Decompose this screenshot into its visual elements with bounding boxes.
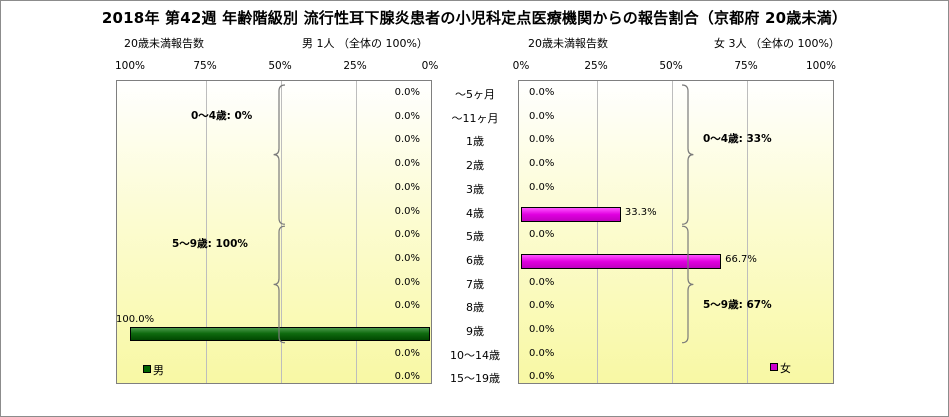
male-brace-5-9 bbox=[273, 225, 286, 344]
male-group-5-9-label: 5～9歳: 100% bbox=[172, 238, 248, 250]
age-category-label: 4歳 bbox=[466, 206, 484, 220]
chart-title: 2018年 第42週 年齢階級別 流行性耳下腺炎患者の小児科定点医療機関からの報… bbox=[101, 9, 848, 27]
female-legend: 女 bbox=[770, 360, 791, 376]
female-plot-area bbox=[518, 80, 834, 384]
female-tick-label: 25% bbox=[584, 60, 608, 72]
male-tick-label: 0% bbox=[421, 60, 439, 72]
age-category-label: 7歳 bbox=[466, 277, 484, 291]
female-group-5-9-label: 5～9歳: 67% bbox=[703, 299, 772, 311]
male-value-label: 0.0% bbox=[394, 87, 420, 98]
female-tick-label: 75% bbox=[734, 60, 758, 72]
male-value-label: 0.0% bbox=[394, 300, 420, 312]
female-brace-0-4 bbox=[681, 84, 694, 225]
female-gridline bbox=[672, 81, 673, 383]
female-value-label: 0.0% bbox=[529, 371, 555, 383]
male-value-label: 0.0% bbox=[394, 276, 420, 288]
female-tick-label: 100% bbox=[805, 60, 837, 72]
male-header-total: 男 1人 （全体の 100%） bbox=[302, 37, 428, 50]
male-legend: 男 bbox=[143, 362, 164, 378]
male-value-label: 0.0% bbox=[394, 205, 420, 217]
female-value-label: 0.0% bbox=[529, 276, 555, 288]
female-value-label: 0.0% bbox=[529, 181, 555, 193]
male-value-label: 0.0% bbox=[394, 158, 420, 170]
age-category-label: 5歳 bbox=[466, 230, 484, 244]
female-value-label: 66.7% bbox=[725, 253, 757, 265]
male-value-label: 0.0% bbox=[394, 134, 420, 146]
age-category-label: ～11ヶ月 bbox=[451, 111, 499, 125]
male-gridline bbox=[356, 81, 357, 383]
female-value-label: 0.0% bbox=[529, 110, 555, 122]
female-gridline bbox=[597, 81, 598, 383]
female-bar bbox=[521, 253, 722, 269]
male-value-label: 0.0% bbox=[394, 371, 420, 383]
age-category-label: 15～19歳 bbox=[450, 372, 500, 386]
male-header-count: 20歳未満報告数 bbox=[124, 37, 204, 50]
male-value-label: 0.0% bbox=[394, 229, 420, 241]
male-value-label: 0.0% bbox=[394, 347, 420, 359]
male-gridline bbox=[281, 81, 282, 383]
female-bar bbox=[521, 206, 621, 222]
male-group-0-4-label: 0～4歳: 0% bbox=[191, 110, 253, 122]
age-category-label: 6歳 bbox=[466, 253, 484, 267]
male-value-label: 0.0% bbox=[394, 181, 420, 193]
age-category-label: 2歳 bbox=[466, 159, 484, 173]
female-tick-label: 50% bbox=[659, 60, 683, 72]
female-value-label: 0.0% bbox=[529, 158, 555, 170]
age-category-label: 10～14歳 bbox=[450, 348, 500, 362]
female-value-label: 0.0% bbox=[529, 134, 555, 146]
male-legend-label: 男 bbox=[153, 364, 164, 377]
female-gridline bbox=[747, 81, 748, 383]
female-legend-label: 女 bbox=[780, 362, 791, 375]
male-legend-swatch bbox=[143, 365, 151, 373]
age-category-label: 9歳 bbox=[466, 325, 484, 338]
male-gridline bbox=[206, 81, 207, 383]
female-header-total: 女 3人 （全体の 100%） bbox=[714, 37, 840, 50]
male-value-label: 0.0% bbox=[394, 252, 420, 264]
male-value-label: 100.0% bbox=[116, 314, 155, 325]
female-legend-swatch bbox=[770, 363, 778, 371]
female-value-label: 0.0% bbox=[529, 324, 555, 335]
male-tick-label: 25% bbox=[343, 60, 367, 72]
female-group-0-4-label: 0～4歳: 33% bbox=[703, 133, 772, 145]
male-tick-label: 100% bbox=[114, 60, 146, 72]
female-header-count: 20歳未満報告数 bbox=[528, 37, 608, 50]
age-category-label: 1歳 bbox=[466, 135, 484, 149]
age-category-label: 3歳 bbox=[466, 182, 484, 196]
female-value-label: 0.0% bbox=[529, 87, 555, 98]
age-category-label: ～5ヶ月 bbox=[455, 88, 495, 101]
female-value-label: 33.3% bbox=[624, 206, 657, 218]
male-value-label: 0.0% bbox=[394, 110, 420, 122]
female-brace-5-9 bbox=[681, 225, 694, 344]
female-value-label: 0.0% bbox=[529, 347, 555, 359]
female-value-label: 0.0% bbox=[529, 300, 555, 312]
male-tick-label: 50% bbox=[268, 60, 292, 72]
age-category-label: 8歳 bbox=[466, 301, 484, 315]
female-tick-label: 0% bbox=[512, 60, 530, 72]
male-brace-0-4 bbox=[273, 84, 286, 225]
female-value-label: 0.0% bbox=[529, 229, 555, 241]
male-tick-label: 75% bbox=[193, 60, 217, 72]
